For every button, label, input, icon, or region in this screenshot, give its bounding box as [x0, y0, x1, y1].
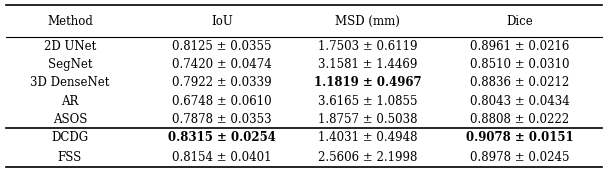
Text: SegNet: SegNet: [47, 58, 92, 71]
Text: 0.8836 ± 0.0212: 0.8836 ± 0.0212: [470, 76, 570, 89]
Text: FSS: FSS: [58, 151, 82, 164]
Text: 0.8808 ± 0.0222: 0.8808 ± 0.0222: [470, 113, 570, 126]
Text: 1.8757 ± 0.5038: 1.8757 ± 0.5038: [318, 113, 418, 126]
Text: Method: Method: [47, 15, 93, 28]
Text: 0.8043 ± 0.0434: 0.8043 ± 0.0434: [470, 95, 570, 108]
Text: 0.8510 ± 0.0310: 0.8510 ± 0.0310: [470, 58, 570, 71]
Text: 0.6748 ± 0.0610: 0.6748 ± 0.0610: [172, 95, 272, 108]
Text: 3D DenseNet: 3D DenseNet: [30, 76, 109, 89]
Text: 0.7420 ± 0.0474: 0.7420 ± 0.0474: [172, 58, 272, 71]
Text: MSD (mm): MSD (mm): [336, 15, 400, 28]
Text: IoU: IoU: [211, 15, 233, 28]
Text: 1.4031 ± 0.4948: 1.4031 ± 0.4948: [318, 131, 418, 144]
Text: 3.6165 ± 1.0855: 3.6165 ± 1.0855: [318, 95, 418, 108]
Text: 0.8154 ± 0.0401: 0.8154 ± 0.0401: [172, 151, 272, 164]
Text: 3.1581 ± 1.4469: 3.1581 ± 1.4469: [318, 58, 418, 71]
Text: 0.8125 ± 0.0355: 0.8125 ± 0.0355: [172, 40, 272, 53]
Text: DCDG: DCDG: [51, 131, 89, 144]
Text: 0.8315 ± 0.0254: 0.8315 ± 0.0254: [168, 131, 276, 144]
Text: 2D UNet: 2D UNet: [44, 40, 96, 53]
Text: 0.7878 ± 0.0353: 0.7878 ± 0.0353: [172, 113, 272, 126]
Text: 1.1819 ± 0.4967: 1.1819 ± 0.4967: [314, 76, 422, 89]
Text: Dice: Dice: [506, 15, 533, 28]
Text: 0.8978 ± 0.0245: 0.8978 ± 0.0245: [470, 151, 570, 164]
Text: AR: AR: [61, 95, 78, 108]
Text: 0.7922 ± 0.0339: 0.7922 ± 0.0339: [172, 76, 272, 89]
Text: 1.7503 ± 0.6119: 1.7503 ± 0.6119: [318, 40, 418, 53]
Text: ASOS: ASOS: [53, 113, 87, 126]
Text: 2.5606 ± 2.1998: 2.5606 ± 2.1998: [318, 151, 418, 164]
Text: 0.8961 ± 0.0216: 0.8961 ± 0.0216: [470, 40, 570, 53]
Text: 0.9078 ± 0.0151: 0.9078 ± 0.0151: [466, 131, 574, 144]
